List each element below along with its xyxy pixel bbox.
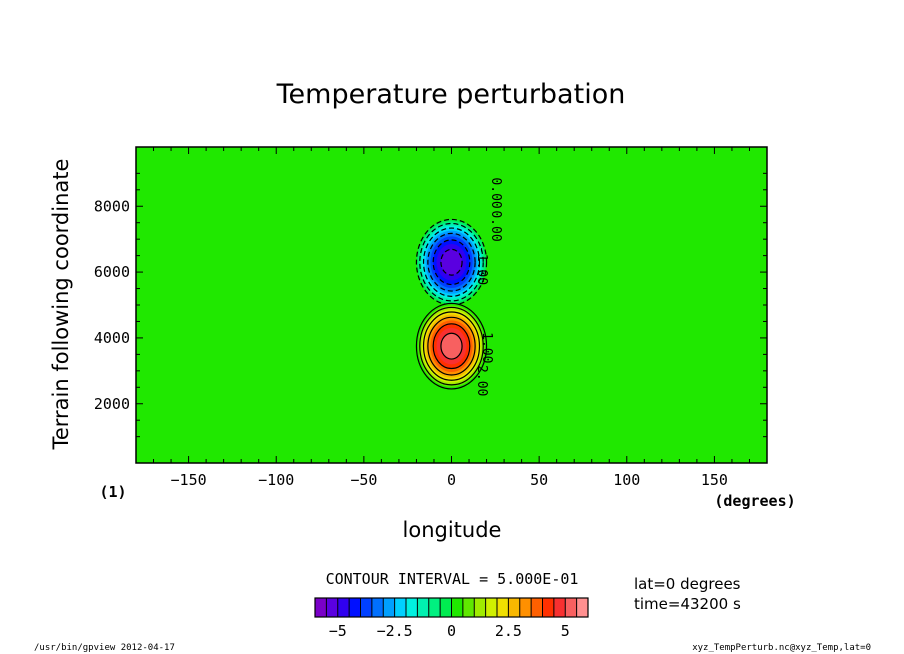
colorbar-swatch	[428, 598, 441, 617]
contour-label: 0.00	[488, 210, 503, 241]
x-axis: −150 −100 −50 0 50 100 150	[135, 147, 768, 489]
y-axis: 2000 4000 6000 8000	[94, 172, 767, 438]
contour-line	[419, 306, 484, 386]
colorbar-swatch	[553, 598, 566, 617]
colorbar-swatch	[383, 598, 395, 617]
contour-label: 0.00	[488, 177, 503, 208]
colorbar-swatch	[315, 598, 327, 617]
colorbar-swatch	[360, 598, 373, 617]
contour-line	[415, 302, 488, 390]
contour-interval-text: CONTOUR INTERVAL = 5.000E-01	[326, 570, 579, 588]
x-tick-label: −50	[350, 471, 377, 489]
x-tick-label: 150	[701, 471, 728, 489]
contour-line	[422, 311, 481, 381]
colorbar-swatch	[371, 598, 384, 617]
y-tick-label: 6000	[94, 263, 130, 281]
chart-title: Temperature perturbation	[276, 79, 626, 110]
anomaly-fills: 0.00 -1.00 1.00 2.00 0.00	[415, 177, 503, 396]
colorbar-swatch	[531, 598, 543, 617]
footer-left: /usr/bin/gpview 2012-04-17	[34, 643, 175, 653]
colorbar-tick-label: 5	[561, 622, 570, 640]
contour-label: -1.00	[474, 246, 489, 285]
colorbar-swatch	[576, 598, 589, 617]
colorbar-swatch	[508, 598, 521, 617]
anomaly-level	[440, 249, 463, 276]
colorbar-swatch	[565, 598, 577, 617]
colorbar-swatch	[485, 598, 498, 617]
x-tick-label: −100	[258, 471, 294, 489]
colorbar-swatch	[542, 598, 555, 617]
footer-right: xyz_TempPerturb.nc@xyz_Temp,lat=0	[692, 643, 871, 653]
colorbar-frame	[314, 597, 589, 618]
colorbar-swatch	[462, 598, 475, 617]
colorbar	[314, 597, 589, 618]
colorbar-tick-label: −2.5	[377, 622, 413, 640]
contour-label: 2.00	[474, 365, 489, 396]
latitude-info: lat=0 degrees	[634, 575, 741, 593]
contour-label: 1.00	[479, 332, 494, 363]
time-info: time=43200 s	[634, 595, 741, 613]
contour-line	[427, 232, 476, 292]
x-axis-label: longitude	[403, 518, 502, 542]
plot-area: 0.00 -1.00 1.00 2.00 0.00	[135, 146, 768, 464]
x-tick-label: 0	[447, 471, 456, 489]
contour-line	[432, 239, 471, 286]
colorbar-swatch	[326, 598, 339, 617]
colorbar-ticks: −5 −2.5 0 2.5 5	[329, 622, 570, 640]
x-tick-label: 100	[613, 471, 640, 489]
y-axis-label: Terrain following coordinate	[49, 159, 73, 451]
contour-line	[432, 323, 471, 370]
x-tick-label: −150	[171, 471, 207, 489]
x-unit-label: (degrees)	[714, 492, 795, 510]
colorbar-tick-label: 2.5	[495, 622, 522, 640]
colorbar-tick-label: −5	[329, 622, 347, 640]
contour-line	[427, 316, 476, 376]
y-tick-label: 8000	[94, 197, 130, 215]
contour-line	[415, 218, 488, 306]
colorbar-swatch	[417, 598, 430, 617]
colorbar-tick-label: 0	[447, 622, 456, 640]
colorbar-swatch	[497, 598, 509, 617]
y-tick-label: 4000	[94, 329, 130, 347]
colorbar-swatch	[474, 598, 486, 617]
colorbar-swatch	[394, 598, 407, 617]
contour-line	[419, 222, 484, 302]
anomaly-level	[440, 333, 463, 360]
colorbar-swatch	[406, 598, 418, 617]
colorbar-swatch	[440, 598, 452, 617]
colorbar-swatch	[337, 598, 350, 617]
x-tick-label: 50	[530, 471, 548, 489]
colorbar-swatch	[349, 598, 361, 617]
y-tick-label: 2000	[94, 395, 130, 413]
panel-label: (1)	[99, 483, 126, 501]
colorbar-swatch	[451, 598, 464, 617]
contour-line	[440, 248, 463, 276]
contour-line	[440, 332, 463, 360]
contour-line	[422, 227, 481, 297]
colorbar-swatch	[519, 598, 532, 617]
